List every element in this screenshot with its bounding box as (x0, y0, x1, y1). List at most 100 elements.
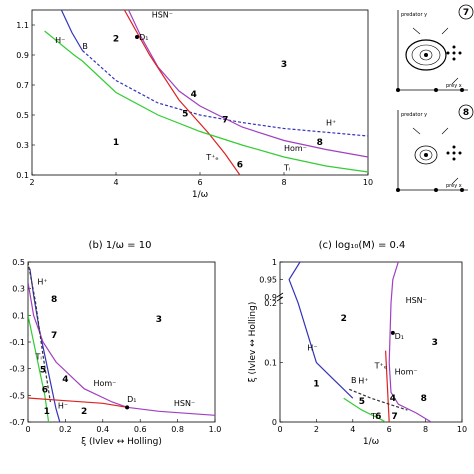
equilibrium-point (458, 151, 462, 155)
region-number: 8 (317, 138, 323, 148)
region-number: 8 (421, 394, 427, 404)
region-number: 2 (113, 35, 119, 45)
y-tick-label: 0.9 (264, 293, 277, 302)
bifurcation-point (125, 405, 130, 410)
panel-a: 2 4 6 8 10 0.1 0.3 0.5 0.7 0.9 1.1 H⁻ B HSN⁻ D₁ H⁺ Hom⁻ T… (16, 9, 373, 200)
inset-ylabel: predator y (401, 12, 427, 18)
curve-label: D₁ (395, 332, 404, 341)
curve-label: HSN⁻ (174, 399, 195, 408)
x-axis-label: 1/ω (192, 190, 208, 200)
series-line-H⁻ (60, 10, 83, 51)
flow-arrow (412, 127, 421, 135)
bifurcation-point (135, 35, 139, 39)
equilibrium-point (434, 88, 438, 92)
curve-label: B (82, 42, 88, 51)
y-tick-label: 0.3 (16, 141, 29, 150)
y-tick-label: 0.3 (12, 285, 25, 294)
region-number: 6 (375, 412, 381, 422)
y-tick-label: 0.1 (16, 171, 29, 180)
region-number: 1 (113, 138, 119, 148)
x-tick-label: 8 (423, 425, 428, 434)
inset-ylabel: predator y (401, 112, 427, 118)
region-number: 2 (81, 407, 87, 417)
series-line-HSN⁻ (388, 262, 432, 422)
region-number: 5 (182, 110, 188, 120)
region-number: 1 (313, 379, 319, 389)
series-line-T⁺ₑ (123, 10, 241, 175)
y-tick-label: -0.5 (9, 391, 25, 400)
x-tick-label: 10 (457, 425, 467, 434)
curve-label: Tᵢ (34, 352, 41, 361)
y-tick-label: 0.1 (12, 311, 25, 320)
series-line-H⁺ (348, 388, 408, 411)
equilibrium-point (424, 153, 428, 157)
equilibrium-point (452, 145, 456, 149)
region-number: 5 (359, 397, 365, 407)
y-axis-label: ξ (Ivlev ↔ Holling) (248, 302, 258, 383)
equilibrium-point (396, 88, 400, 92)
region-number: 3 (156, 315, 162, 325)
x-tick-label: 4 (113, 178, 118, 187)
flow-arrow (451, 177, 459, 185)
curve-label: H⁺ (358, 376, 368, 385)
panel-c: 0 2 4 6 8 1000.10.20.90.951H⁻HSN⁻D₁T⁺ₑHom⁻H⁺T… (248, 258, 467, 447)
curve-label: H⁻ (307, 344, 317, 353)
x-tick-label: 6 (197, 178, 202, 187)
region-number: 3 (432, 338, 438, 348)
x-tick-label: 0.2 (59, 425, 72, 434)
axis-break-mark (276, 296, 284, 302)
y-tick-label: 0.1 (264, 359, 277, 368)
equilibrium-point (446, 151, 450, 155)
x-tick-label: 6 (387, 425, 392, 434)
region-number: 6 (42, 386, 48, 396)
curve-label: T⁺ₑ (205, 153, 218, 162)
series-line-HSN⁻ (28, 281, 215, 416)
x-axis-label: 1/ω (363, 437, 379, 447)
plot-frame (31, 9, 369, 176)
region-number: 2 (341, 314, 347, 324)
x-tick-label: 0 (277, 425, 282, 434)
y-tick-label: -0.7 (9, 418, 25, 427)
curve-label: H⁻ (58, 402, 68, 411)
region-number: 3 (281, 60, 287, 70)
curve-label: B (351, 376, 357, 385)
y-tick-label: 0.95 (259, 276, 277, 285)
trajectory (411, 44, 441, 66)
x-tick-label: 0.8 (171, 425, 184, 434)
plot-frame (279, 261, 463, 423)
curve-label: H⁺ (326, 119, 336, 128)
series-line-T⁺ₑ (385, 350, 390, 422)
region-number: 7 (222, 116, 228, 126)
equilibrium-point (452, 57, 456, 61)
equilibrium-point (434, 188, 438, 192)
x-tick-label: 1.0 (209, 425, 222, 434)
x-axis-label: ξ (Ivlev ↔ Holling) (81, 437, 162, 447)
curve-label: HSN⁻ (152, 11, 173, 20)
equilibrium-point (460, 88, 464, 92)
trajectory (419, 49, 433, 61)
curve-label: Hom⁻ (93, 379, 116, 388)
panel-b-title: (b) 1/ω = 10 (89, 240, 152, 251)
equilibrium-point (458, 51, 462, 55)
series-line-H⁻ (29, 268, 61, 422)
trajectory (419, 149, 433, 161)
curve-label: T⁺ₑ (374, 362, 387, 371)
equilibrium-point (396, 188, 400, 192)
flow-arrow (451, 77, 459, 85)
x-tick-label: 2 (314, 425, 319, 434)
curve-label: Tᵢ (370, 412, 377, 421)
y-tick-label: 0.9 (16, 51, 29, 60)
region-number: 7 (392, 412, 398, 422)
region-number: 7 (51, 331, 57, 341)
series-line-H⁺ (82, 50, 368, 137)
y-tick-label: 1.1 (16, 21, 29, 30)
flow-arrow (441, 127, 449, 135)
curve-label: D₁ (139, 33, 148, 42)
inset-badge (458, 104, 474, 120)
series-line-dashed (28, 262, 51, 403)
region-number: 5 (40, 366, 46, 376)
curve-label: D₁ (127, 395, 136, 404)
y-tick-label: -0.3 (9, 365, 25, 374)
limit-cycle (405, 39, 447, 71)
